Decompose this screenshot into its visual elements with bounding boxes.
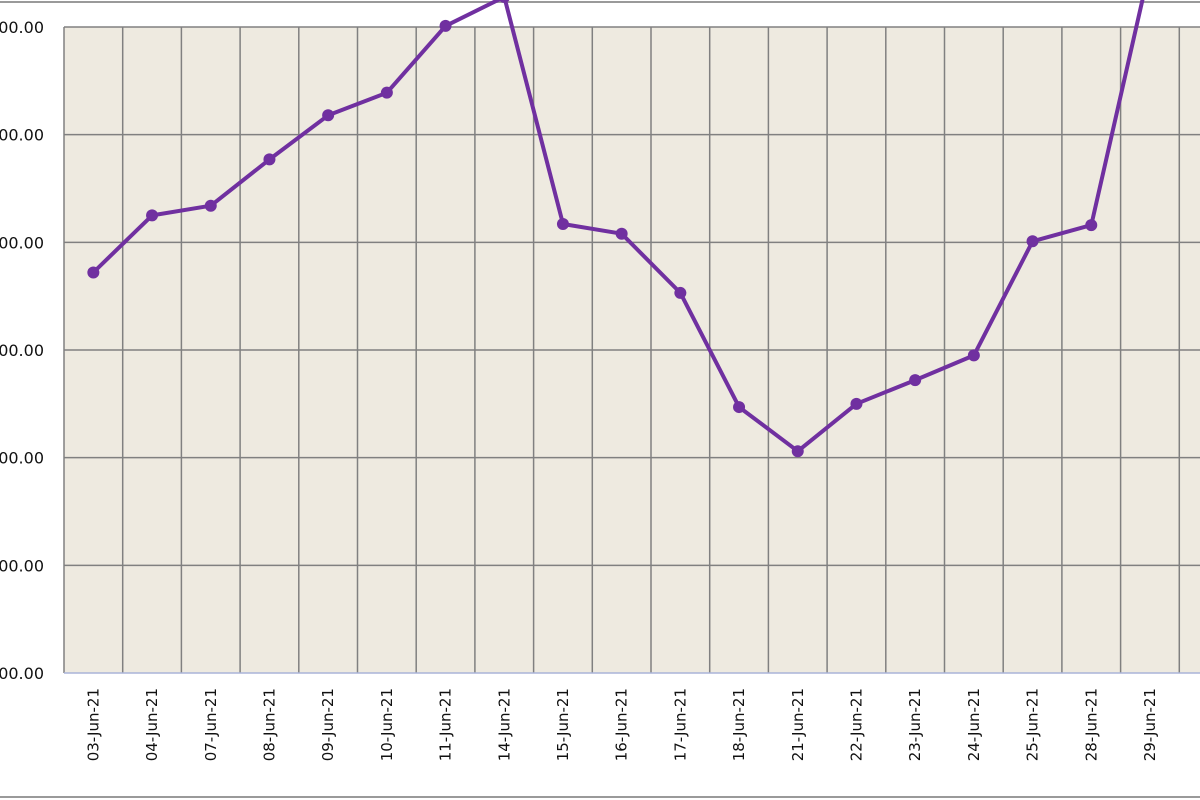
x-tick-label: 22-Jun-21 [847, 688, 865, 761]
y-tick-label: 00.00 [0, 233, 44, 252]
x-tick-label: 29-Jun-21 [1141, 688, 1159, 761]
x-tick-label: 04-Jun-21 [143, 688, 161, 761]
data-point-marker [1085, 219, 1098, 232]
x-tick-label: 08-Jun-21 [260, 688, 278, 761]
data-point-marker [380, 86, 393, 99]
x-tick-label: 21-Jun-21 [789, 688, 807, 761]
data-point-marker [439, 19, 452, 32]
data-point-marker [674, 286, 687, 299]
x-tick-label: 17-Jun-21 [671, 688, 689, 761]
x-tick-label: 16-Jun-21 [613, 688, 631, 761]
data-point-marker [615, 227, 628, 240]
y-tick-label: 00.00 [0, 664, 44, 683]
data-point-marker [791, 445, 804, 458]
x-tick-label: 03-Jun-21 [84, 688, 102, 761]
data-point-marker [263, 153, 276, 166]
x-tick-label: 15-Jun-21 [554, 688, 572, 761]
data-point-marker [87, 266, 100, 279]
y-axis-tick-labels: 00.00 00.00 00.00 00.00 00.00 00.00 00.00 [0, 18, 44, 683]
y-tick-label: 00.00 [0, 449, 44, 468]
x-tick-label: 11-Jun-21 [437, 688, 455, 761]
y-tick-label: 00.00 [0, 341, 44, 360]
y-tick-label: 00.00 [0, 126, 44, 145]
data-point-marker [967, 349, 980, 362]
series-line [91, 0, 1145, 454]
data-point-marker [204, 199, 217, 212]
x-tick-label: 28-Jun-21 [1082, 688, 1100, 761]
data-point-marker [850, 397, 863, 410]
x-tick-label: 07-Jun-21 [202, 688, 220, 761]
data-point-marker [909, 374, 922, 387]
x-tick-label: 14-Jun-21 [495, 688, 513, 761]
x-tick-label: 24-Jun-21 [965, 688, 983, 761]
data-series [87, 0, 1145, 458]
x-tick-label: 10-Jun-21 [378, 688, 396, 761]
x-tick-label: 09-Jun-21 [319, 688, 337, 761]
data-point-marker [1026, 235, 1039, 248]
data-point-marker [146, 209, 159, 222]
x-tick-label: 23-Jun-21 [906, 688, 924, 761]
x-tick-label: 25-Jun-21 [1024, 688, 1042, 761]
x-tick-label: 18-Jun-21 [730, 688, 748, 761]
y-tick-label: 00.00 [0, 18, 44, 37]
data-point-marker [322, 109, 335, 122]
y-tick-label: 00.00 [0, 556, 44, 575]
data-point-marker [499, 0, 510, 3]
data-point-marker [556, 218, 569, 231]
data-point-marker [733, 401, 746, 414]
axes [63, 27, 1200, 674]
x-axis-tick-labels: 03-Jun-21 04-Jun-21 07-Jun-21 08-Jun-21 09-J… [84, 688, 1159, 761]
